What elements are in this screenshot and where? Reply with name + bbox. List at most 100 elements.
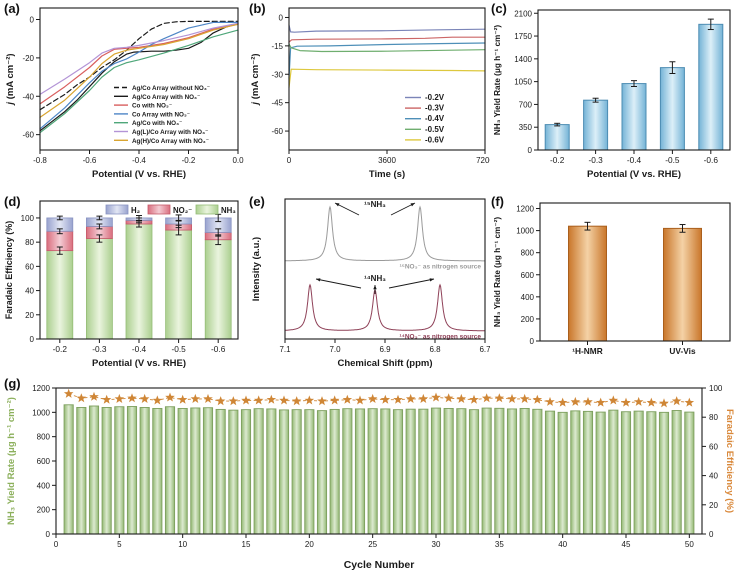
svg-text:-0.4V: -0.4V [425,114,445,123]
svg-text:20: 20 [305,540,314,549]
svg-text:-0.4: -0.4 [132,344,147,354]
svg-text:7.0: 7.0 [329,345,341,354]
svg-text:-0.4: -0.4 [627,155,642,165]
svg-text:40: 40 [709,472,718,481]
svg-text:600: 600 [37,457,51,466]
svg-text:-0.6V: -0.6V [425,135,445,144]
svg-text:H₂: H₂ [131,206,141,215]
svg-text:Ag/Co with NO₃⁻: Ag/Co with NO₃⁻ [132,120,182,127]
svg-text:20: 20 [709,501,718,510]
svg-text:-0.5: -0.5 [665,155,680,165]
svg-text:40: 40 [558,540,567,549]
panel-e-chart: ¹⁵NO₃⁻ as nitrogen source ¹⁵NH₃ ¹⁴NO₃⁻ as … [251,198,490,369]
svg-text:5: 5 [117,540,122,549]
svg-text:-0.6: -0.6 [211,344,226,354]
svg-text:-45: -45 [271,99,283,108]
svg-text:0: 0 [528,146,533,155]
svg-text:1200: 1200 [32,384,50,393]
svg-text:100: 100 [21,214,35,223]
svg-text:0.0: 0.0 [232,156,244,165]
svg-text:-20: -20 [22,54,34,63]
svg-text:60: 60 [709,442,718,451]
svg-text:-0.3: -0.3 [92,344,107,354]
svg-text:NH₃ Yield Rate (μg h⁻¹ cm⁻²): NH₃ Yield Rate (μg h⁻¹ cm⁻²) [493,25,502,136]
svg-text:Ag(H)/Co Array with NO₃⁻: Ag(H)/Co Array with NO₃⁻ [132,138,209,145]
svg-text:45: 45 [622,540,631,549]
svg-text:Potential (V vs. RHE): Potential (V vs. RHE) [92,358,186,369]
panel-a: (a) -0.8 -0.6 -0.4 -0.2 0.0 0 -20 -40 -60 Potenti… [0,0,245,193]
svg-text:Time (s): Time (s) [369,169,405,180]
panel-f-chart: ¹H-NMR UV-Vis 0 200 400 600 800 1000 1200 NH₃ Yie… [493,202,731,356]
svg-text:Cycle Number: Cycle Number [344,559,415,571]
svg-text:1050: 1050 [514,78,532,87]
svg-text:600: 600 [521,271,535,280]
svg-text:800: 800 [521,249,535,258]
svg-text:-0.2: -0.2 [550,155,565,165]
svg-text:0: 0 [530,337,535,346]
svg-text:0: 0 [287,156,292,165]
svg-text:-0.2: -0.2 [53,344,68,354]
svg-text:-30: -30 [271,70,283,79]
svg-text:200: 200 [37,506,51,515]
svg-text:-0.4: -0.4 [132,156,146,165]
panel-g-chart: 0 5 10 15 20 25 30 35 40 45 5002004006008001000120… [6,384,735,571]
svg-text:Intensity (a.u.): Intensity (a.u.) [251,237,262,301]
panel-d: (d) -0.2 -0.3 -0.4 -0.5 -0.6 0 20 40 60 80 100 Pote… [0,193,245,378]
svg-text:Chemical Shift (ppm): Chemical Shift (ppm) [337,358,432,369]
svg-text:¹⁴NO₃⁻ as nitrogen source: ¹⁴NO₃⁻ as nitrogen source [399,334,481,341]
svg-text:¹⁴NH₃: ¹⁴NH₃ [364,274,386,283]
svg-text:3600: 3600 [378,156,396,165]
svg-text:¹⁵NH₃: ¹⁵NH₃ [364,200,386,209]
panel-d-label: (d) [4,194,21,209]
svg-text:j (mA cm⁻²): j (mA cm⁻²) [5,53,16,106]
svg-text:Ag/Co Array without NO₃⁻: Ag/Co Array without NO₃⁻ [132,85,210,92]
panel-d-chart: -0.2 -0.3 -0.4 -0.5 -0.6 0 20 40 60 80 100 Potentia… [4,200,239,369]
svg-text:-0.2V: -0.2V [425,93,445,102]
svg-text:50: 50 [685,540,694,549]
svg-text:1400: 1400 [514,55,532,64]
panel-c-chart: -0.2 -0.3 -0.4 -0.5 -0.6 0 350 700 1050 1400 1750 2… [493,9,731,180]
svg-text:-0.5V: -0.5V [425,125,445,134]
svg-text:20: 20 [25,311,34,320]
svg-text:Co Array with NO₃⁻: Co Array with NO₃⁻ [132,111,190,118]
panel-g: (g) 0 5 10 15 20 25 30 35 40 45 50 0 200 400 600 800 100… [0,376,736,581]
svg-text:-0.3: -0.3 [588,155,603,165]
svg-text:1200: 1200 [516,205,534,214]
svg-text:-60: -60 [22,131,34,140]
svg-text:80: 80 [709,413,718,422]
svg-text:-15: -15 [271,42,283,51]
svg-text:350: 350 [519,123,533,132]
svg-text:-0.3V: -0.3V [425,104,445,113]
svg-text:-0.5: -0.5 [171,344,186,354]
svg-text:Ag/Co Array with NO₃⁻: Ag/Co Array with NO₃⁻ [132,94,200,101]
svg-text:0: 0 [54,540,59,549]
svg-text:100: 100 [709,384,723,393]
svg-text:-40: -40 [22,92,34,101]
svg-text:NH₃: NH₃ [221,206,236,215]
svg-text:¹⁵NO₃⁻ as nitrogen source: ¹⁵NO₃⁻ as nitrogen source [400,264,482,271]
svg-text:-0.8: -0.8 [33,156,47,165]
svg-text:60: 60 [25,262,34,271]
svg-text:400: 400 [521,293,535,302]
svg-text:0: 0 [46,530,51,539]
svg-text:-60: -60 [271,127,283,136]
svg-text:200: 200 [521,315,535,324]
svg-text:1000: 1000 [32,408,50,417]
svg-text:25: 25 [368,540,377,549]
panel-a-chart: -0.8 -0.6 -0.4 -0.2 0.0 0 -20 -40 -60 Potential (… [5,7,244,180]
svg-text:¹H-NMR: ¹H-NMR [572,346,602,356]
svg-text:Ag(L)/Co Array with NO₃⁻: Ag(L)/Co Array with NO₃⁻ [132,129,208,136]
panel-g-label: (g) [4,376,21,391]
svg-text:15: 15 [242,540,251,549]
panel-c-label: (c) [491,1,507,16]
panel-f-label: (f) [491,194,504,209]
svg-text:-0.2: -0.2 [182,156,196,165]
svg-text:800: 800 [37,433,51,442]
svg-text:30: 30 [432,540,441,549]
panel-b-label: (b) [249,1,266,16]
svg-text:NH₃ Yield Rate (μg h⁻¹ cm⁻²): NH₃ Yield Rate (μg h⁻¹ cm⁻²) [493,217,502,328]
panel-c: (c) -0.2 -0.3 -0.4 -0.5 -0.6 0 350 700 1050 1400 1… [490,0,736,193]
